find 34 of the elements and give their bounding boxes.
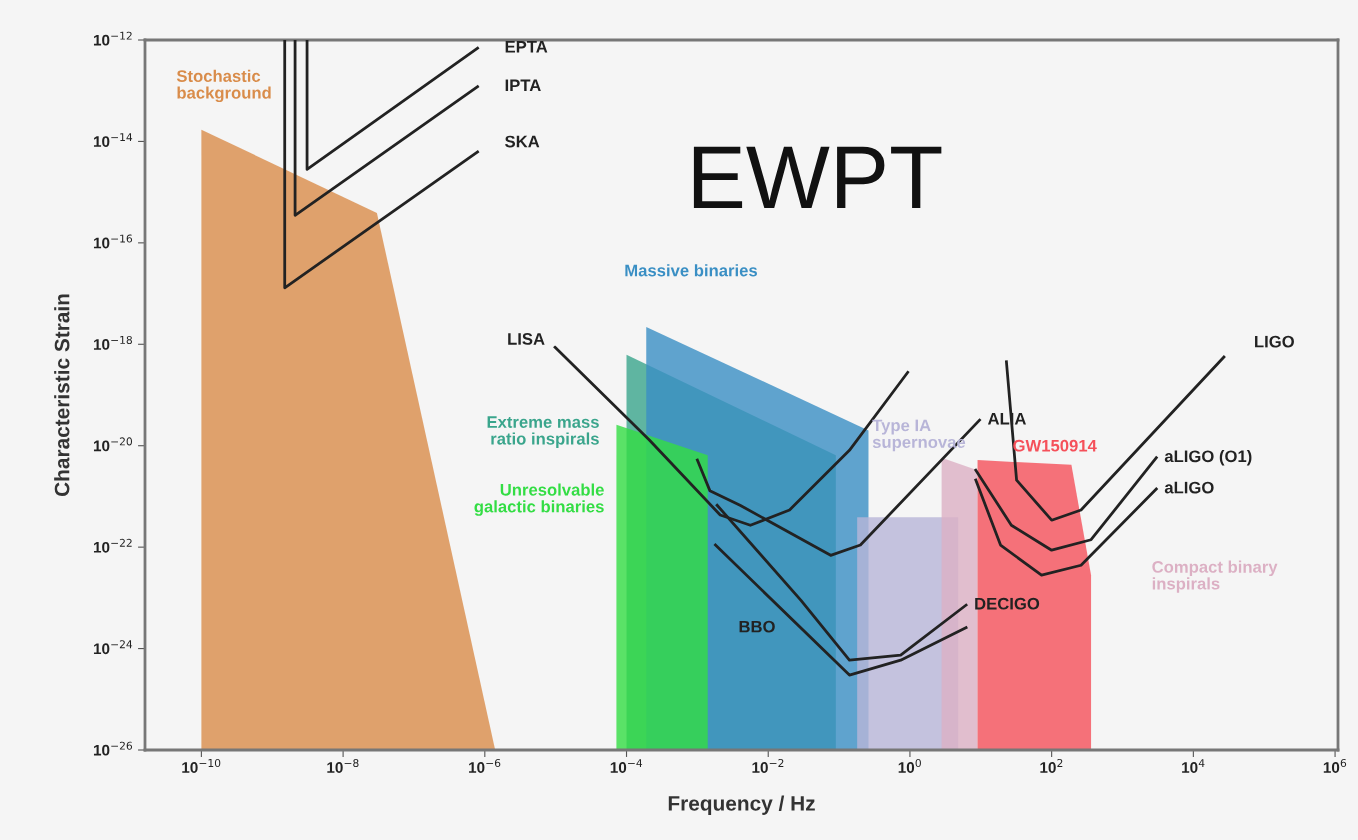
text: Stochastic background (176, 69, 271, 103)
x-tick-label: 10$^{0}$ (898, 758, 921, 773)
text: Compact binary inspirals (1152, 560, 1278, 593)
x-tick-label: 10$^{6}$ (1323, 758, 1347, 773)
y-tick-label: 10$^{−18}$ (93, 335, 132, 350)
series-label: Unresolvable galactic binaries (474, 483, 604, 516)
y-tick-label: 10$^{−20}$ (93, 437, 133, 452)
series-label: aLIGO (1164, 481, 1214, 494)
y-tick-label: 10$^{−26}$ (93, 741, 133, 756)
series-label: SKA (505, 135, 540, 148)
y-tick-label: 10$^{−14}$ (93, 133, 133, 148)
x-tick-label: 10$^{2}$ (1040, 758, 1063, 773)
text: Massive binaries (625, 264, 757, 277)
x-tick-label: 10$^{−2}$ (752, 758, 784, 773)
series-label: DECIGO (975, 597, 1040, 610)
x-tick-label: 10$^{−6}$ (469, 758, 501, 773)
series-label: Extreme mass ratio inspirals (487, 416, 599, 448)
series-label: aLIGO (O1) (1164, 449, 1252, 466)
series-label: IPTA (505, 79, 541, 92)
y-tick-label: 10$^{−22}$ (93, 538, 132, 553)
series-label: LIGO (1255, 335, 1294, 348)
annotation: EWPT (693, 146, 942, 208)
series-label: LISA (508, 333, 545, 345)
y-tick-label: 10$^{−12}$ (93, 31, 132, 46)
x-axis-title: Frequency / Hz (668, 795, 815, 815)
y-tick-label: 10$^{−24}$ (93, 640, 133, 655)
x-tick-label: 10$^{−4}$ (610, 759, 643, 773)
series-label: EPTA (505, 41, 548, 53)
x-tick-label: 10$^{−10}$ (182, 758, 221, 773)
y-axis-title: Characteristic Strain (54, 294, 70, 497)
x-tick-label: 10$^{4}$ (1182, 759, 1205, 773)
y-tick-label: 10$^{−16}$ (93, 234, 133, 249)
series-label: BBO (739, 620, 775, 633)
x-tick-label: 10$^{−8}$ (327, 758, 359, 773)
